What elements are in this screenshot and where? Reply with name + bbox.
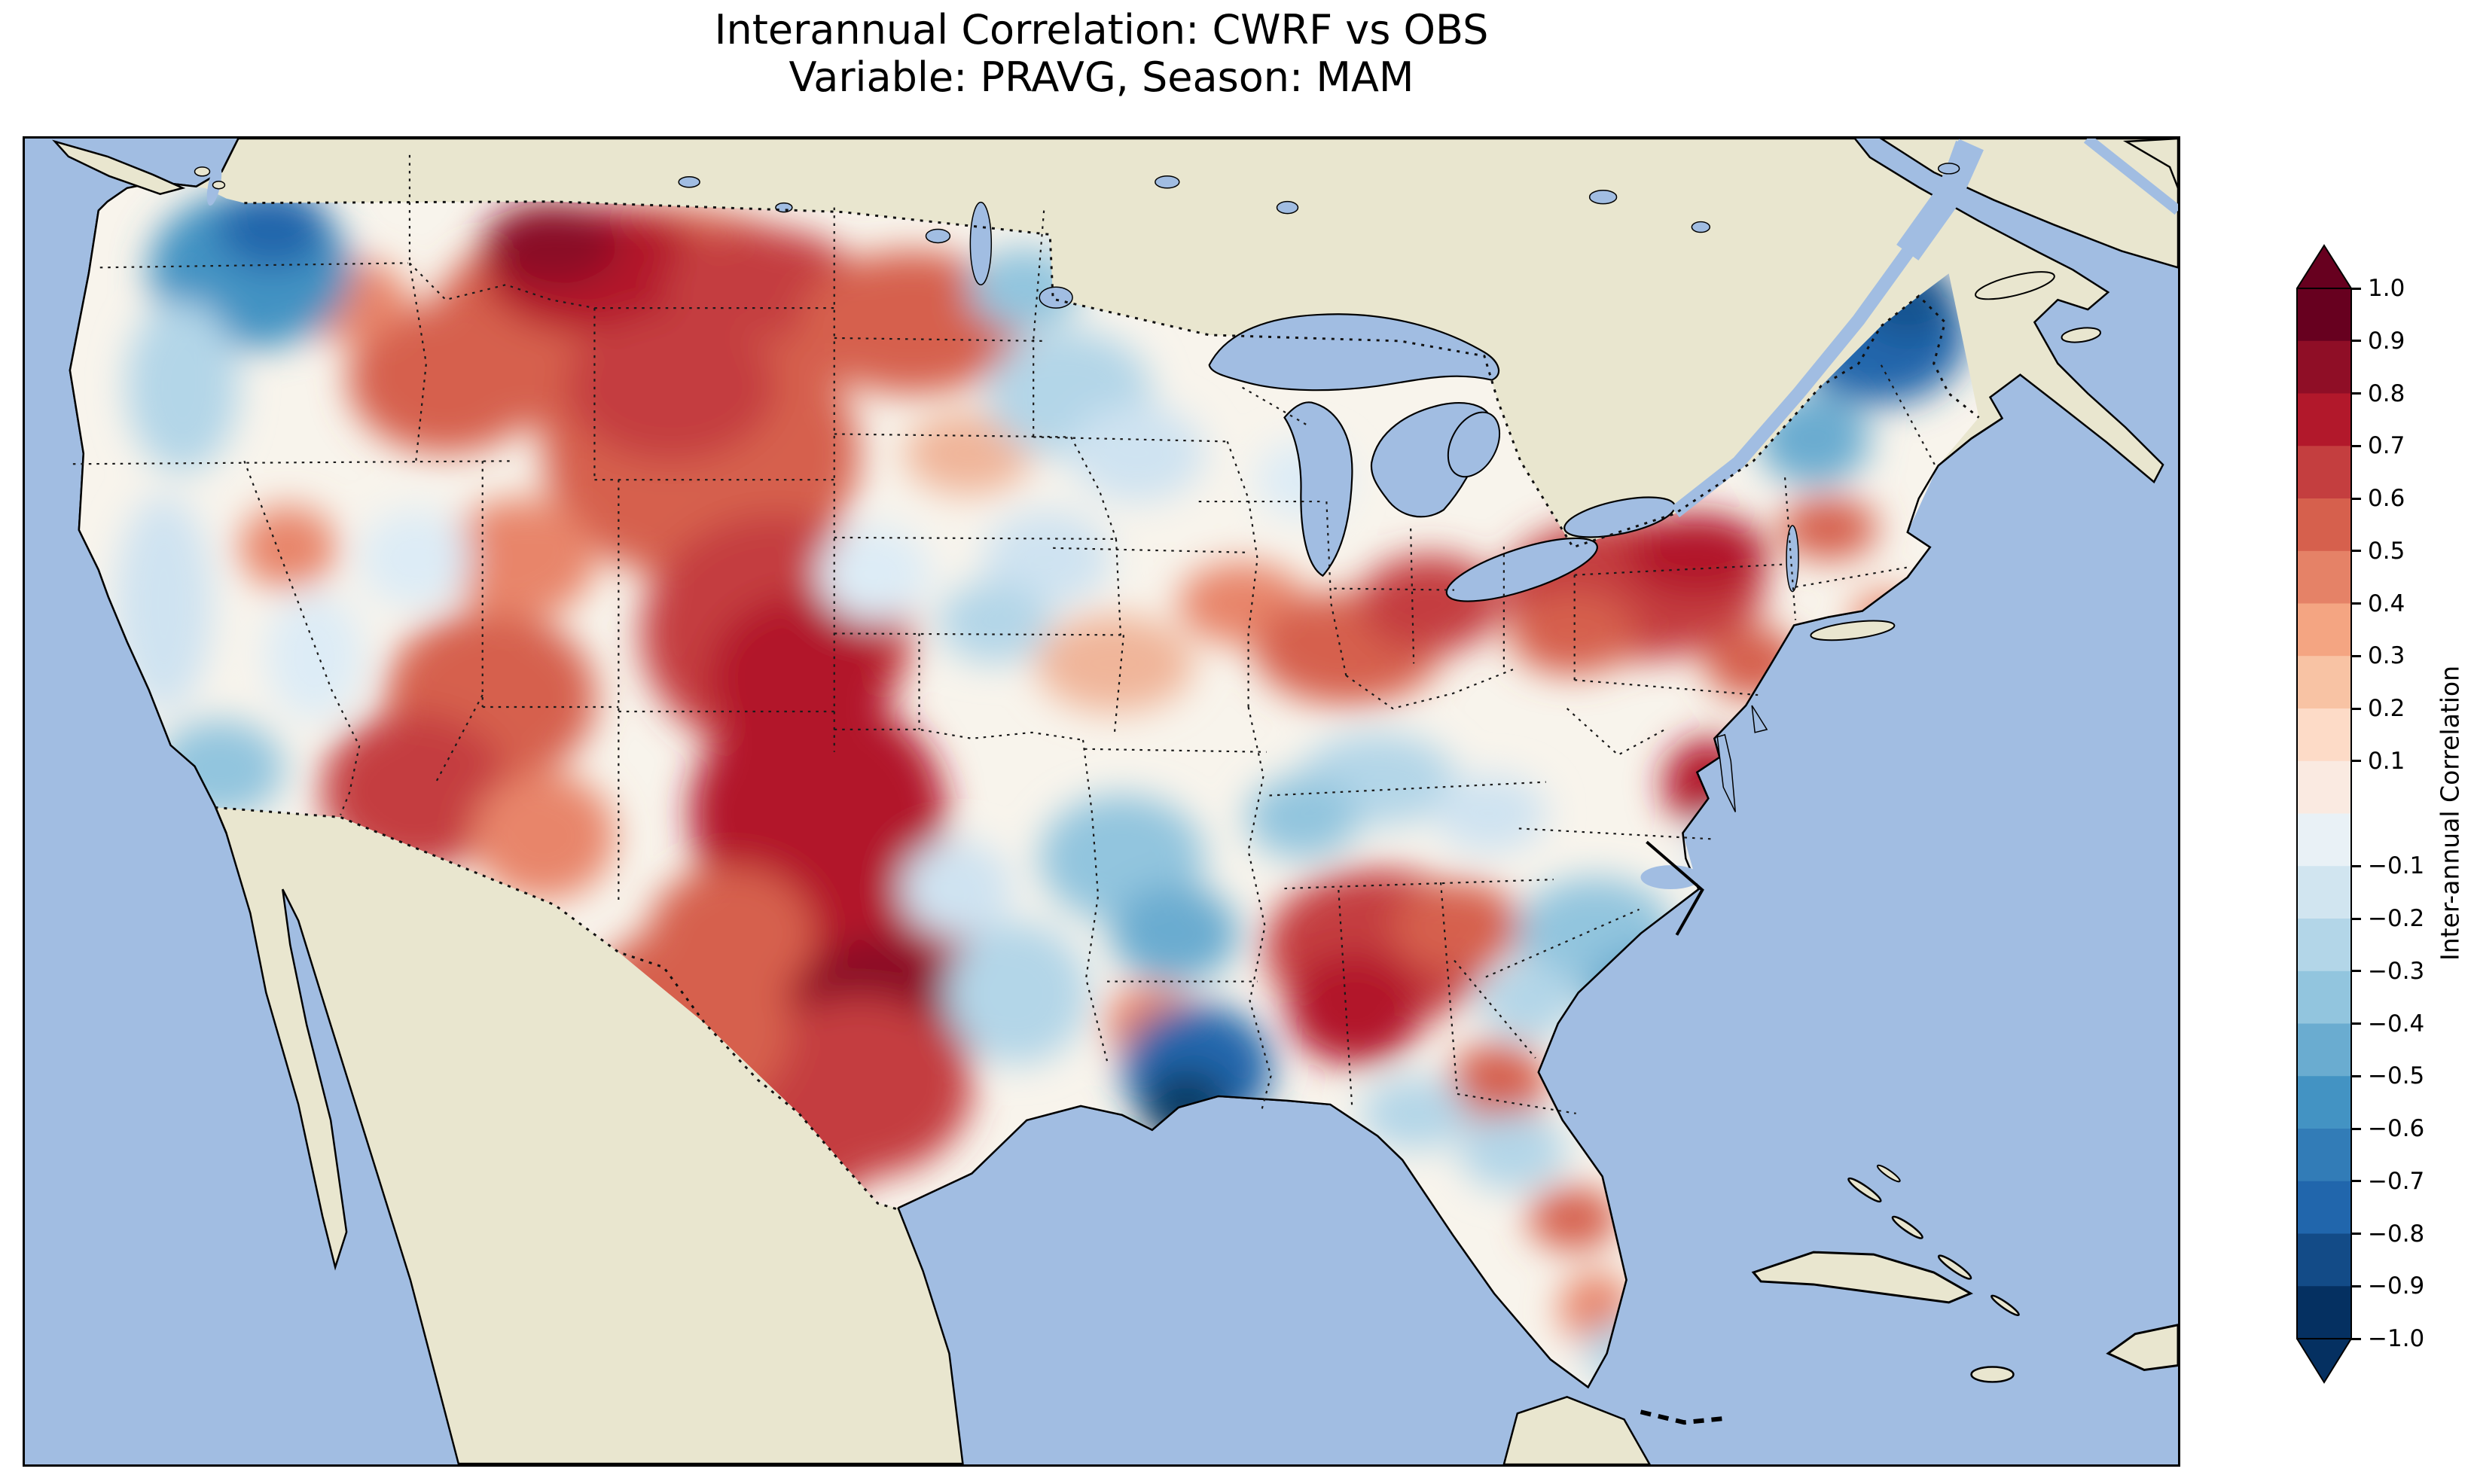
lake-erie [1445,537,1598,602]
hispaniola [2106,1324,2178,1372]
colorbar-tick: −0.6 [2350,1115,2424,1142]
colorbar-over-arrow [2296,244,2352,289]
colorbar-tick: 0.1 [2350,748,2405,775]
islands [52,139,2178,1464]
chesapeake-bay [1716,733,1736,812]
colorbar-tick: 0.2 [2350,695,2405,722]
colorbar-tick: 0.6 [2350,485,2405,512]
great-lakes [1208,313,1676,602]
colorbar-tick: −0.8 [2350,1220,2424,1248]
colorbar-gradient [2297,288,2351,1339]
colorbar [2296,244,2352,1384]
colorbar-tick: −0.2 [2350,905,2424,932]
colorbar-label: Inter-annual Correlation [2435,665,2465,961]
st-lawrence-estuary [1896,139,1984,261]
map-svg [25,139,2178,1464]
colorbar-tick: 1.0 [2350,275,2405,302]
georgian-bay [1447,411,1501,478]
prince-edward-island [2061,327,2101,343]
colorbar-under-arrow [2296,1338,2352,1384]
colorbar-tick: 0.3 [2350,642,2405,669]
canada-us-border [244,200,1980,549]
map-axes [23,136,2180,1467]
yucatan [1502,1396,1651,1464]
colorbar-tick: −0.5 [2350,1062,2424,1089]
colorbar-tick: 0.7 [2350,432,2405,459]
bahamas [1847,1164,2020,1317]
colorbar-tick: 0.4 [2350,590,2405,617]
vancouver-island [52,139,186,196]
belle-isle-strait [2083,139,2178,215]
colorbar-tick: 0.8 [2350,380,2405,407]
colorbar-tick: −0.9 [2350,1272,2424,1300]
long-island [1810,620,1896,641]
outer-banks [1646,840,1704,936]
chart-title-line1: Interannual Correlation: CWRF vs OBS [714,6,1489,53]
state-borders [72,154,1938,1114]
colorbar-tick: −1.0 [2350,1325,2424,1352]
colorbar-tick: −0.4 [2350,1010,2424,1038]
colorbar-tick: 0.5 [2350,538,2405,565]
chart-title: Interannual Correlation: CWRF vs OBS Var… [23,6,2180,101]
newfoundland [2122,139,2178,189]
colorbar-outline [2296,288,2352,1339]
mexico-us-border [215,806,898,1211]
canadian-lakes [678,163,1960,309]
lake-michigan [1283,401,1353,577]
colorbar-tick: −0.3 [2350,958,2424,985]
delaware-bay [1751,705,1768,733]
colorbar-tick: −0.1 [2350,852,2424,879]
lake-superior [1208,313,1500,392]
cuba [1751,1251,1973,1304]
florida-keys [1640,1409,1730,1425]
anticosti-island [1975,271,2055,300]
colorbar-tick: 0.9 [2350,328,2405,355]
pamlico-sound [1640,865,1701,890]
chart-title-line2: Variable: PRAVG, Season: MAM [789,53,1414,101]
colorbar-tick: −0.7 [2350,1168,2424,1195]
jamaica [1970,1366,2015,1383]
political-borders [72,154,1980,1211]
